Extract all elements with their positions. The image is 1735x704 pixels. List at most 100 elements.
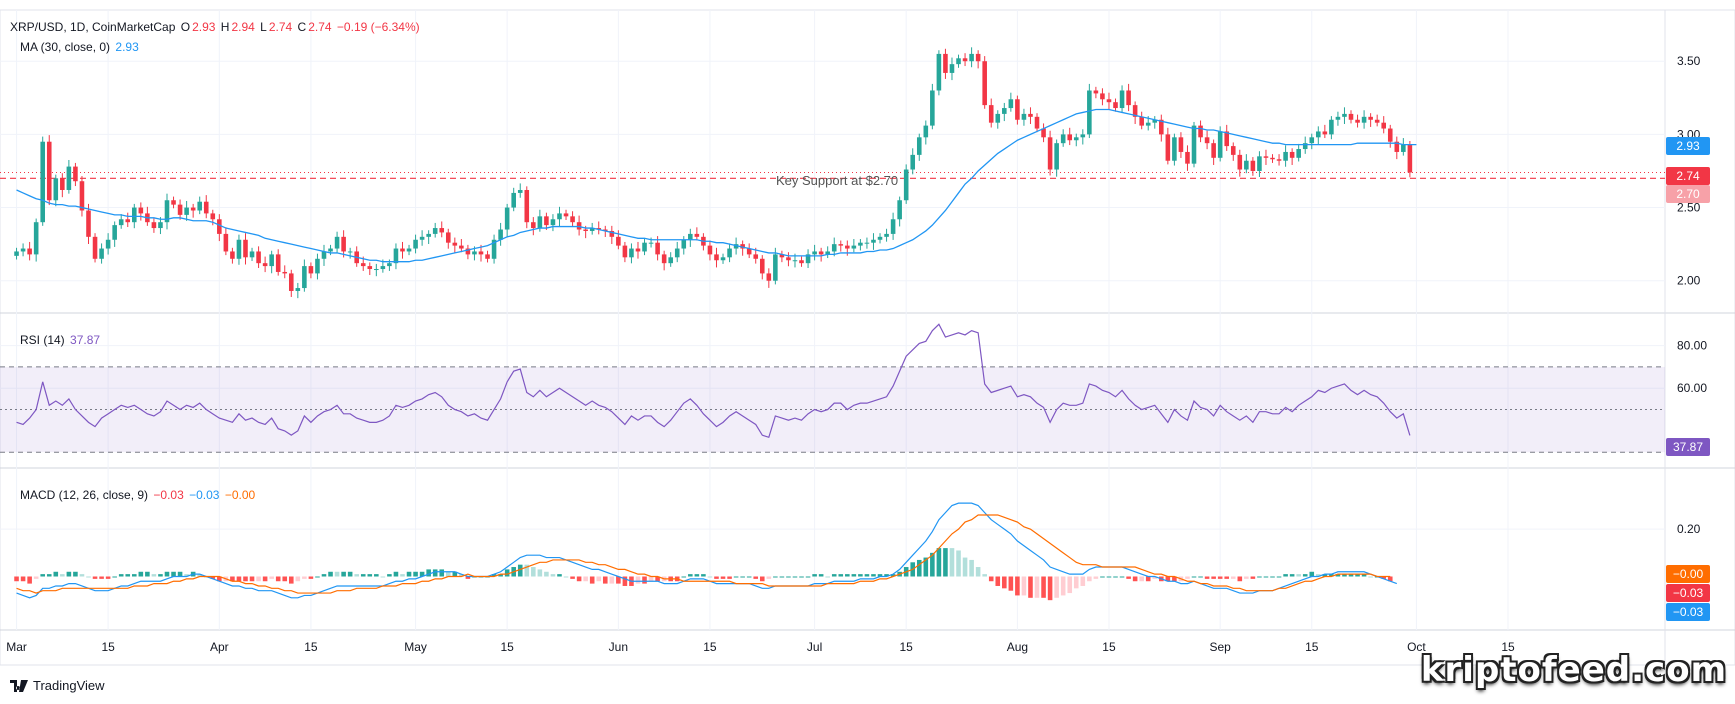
- candle-body: [720, 257, 726, 261]
- macd-histogram-bar: [217, 576, 222, 582]
- macd-histogram-bar: [145, 571, 150, 577]
- candle-body: [498, 229, 503, 240]
- macd-histogram-bar: [596, 576, 602, 582]
- tradingview-logo[interactable]: TradingView: [10, 678, 105, 693]
- candle-body: [236, 239, 242, 259]
- rsi-value: 37.87: [70, 333, 101, 347]
- macd-histogram-bar: [426, 569, 431, 577]
- candle-body: [459, 245, 464, 249]
- macd-histogram-bar: [295, 576, 301, 582]
- macd-histogram-bar: [740, 576, 745, 578]
- candle-body: [537, 216, 543, 229]
- candle-body: [949, 64, 955, 73]
- candle-body: [282, 271, 288, 274]
- macd-histogram-bar: [622, 576, 628, 586]
- candle-body: [1250, 160, 1256, 171]
- macd-histogram-bar: [1100, 576, 1105, 578]
- macd-histogram-bar: [1087, 576, 1092, 582]
- macd-histogram-bar: [1139, 576, 1144, 582]
- candle-body: [759, 258, 765, 274]
- macd-histogram-bar: [1002, 576, 1007, 589]
- candle-body: [288, 273, 294, 291]
- macd-histogram-bar: [753, 576, 759, 579]
- candle-body: [27, 248, 32, 255]
- macd-histogram-bar: [851, 574, 857, 577]
- macd-histogram-bar: [544, 571, 549, 577]
- candle-body: [184, 207, 189, 215]
- candle-body: [197, 201, 202, 211]
- macd-histogram-bar: [158, 574, 163, 577]
- x-tick-label: 15: [101, 640, 115, 654]
- macd-histogram-bar: [1263, 576, 1269, 578]
- macd-histogram-bar: [1198, 576, 1203, 578]
- macd-histogram-bar: [759, 576, 765, 582]
- macd-histogram-bar: [720, 576, 726, 579]
- macd-hist-value: −0.03: [153, 488, 184, 502]
- macd-histogram-bar: [1191, 576, 1197, 578]
- low-value: 2.74: [268, 20, 293, 34]
- candle-body: [1080, 134, 1086, 138]
- macd-line-tag: −0.03: [1666, 603, 1710, 621]
- macd-histogram-bar: [400, 574, 405, 577]
- macd-histogram-bar: [975, 567, 981, 577]
- x-tick-label: 15: [703, 640, 717, 654]
- candle-body: [1309, 137, 1315, 144]
- candle-body: [1106, 99, 1112, 103]
- macd-histogram-bar: [635, 576, 641, 584]
- candle-body: [609, 230, 615, 237]
- macd-histogram-bar: [341, 571, 346, 577]
- macd-histogram-bar: [177, 571, 183, 577]
- macd-histogram-bar: [531, 567, 536, 577]
- candle-body: [622, 245, 628, 258]
- candle-body: [177, 204, 183, 215]
- macd-histogram-bar: [315, 576, 320, 578]
- candle-body: [694, 233, 700, 237]
- candle-body: [648, 242, 654, 244]
- candle-body: [275, 254, 281, 272]
- candle-body: [524, 190, 530, 223]
- candle-body: [877, 236, 883, 240]
- candle-body: [674, 248, 680, 258]
- candle-body: [1087, 90, 1092, 135]
- macd-histogram-bar: [354, 574, 359, 577]
- candle-body: [1060, 134, 1066, 144]
- macd-histogram-bar: [792, 576, 798, 578]
- candle-body: [131, 207, 137, 223]
- macd-histogram-bar: [1034, 576, 1040, 598]
- macd-line: [16, 502, 1398, 599]
- x-tick-label: 15: [1102, 640, 1116, 654]
- macd-histogram-bar: [1047, 576, 1053, 601]
- candle-body: [596, 228, 602, 230]
- candle-body: [426, 233, 431, 237]
- last-price-tag: 2.74: [1666, 167, 1710, 185]
- candle-body: [302, 266, 307, 289]
- macd-histogram-bar: [40, 574, 45, 577]
- candle-body: [478, 251, 484, 255]
- macd-histogram-bar: [537, 569, 543, 577]
- rsi-tick-label: 60.00: [1677, 381, 1707, 395]
- macd-histogram-bar: [33, 576, 39, 579]
- macd-histogram-bar: [1021, 576, 1027, 596]
- candle-body: [1015, 99, 1020, 120]
- candle-body: [92, 236, 98, 259]
- candle-body: [825, 251, 830, 255]
- candle-body: [465, 248, 471, 255]
- macd-histogram-bar: [1165, 576, 1171, 582]
- macd-histogram-bar: [799, 576, 804, 578]
- candle-body: [792, 260, 798, 262]
- macd-histogram-bar: [864, 574, 870, 577]
- macd-histogram-bar: [79, 574, 85, 577]
- macd-histogram-bar: [818, 574, 824, 577]
- macd-histogram-bar: [1283, 574, 1288, 577]
- candle-body: [851, 245, 857, 249]
- macd-histogram-bar: [1028, 576, 1033, 598]
- candle-body: [884, 233, 889, 237]
- ma-label: MA (30, close, 0): [20, 40, 111, 54]
- macd-histogram-bar: [642, 576, 647, 584]
- macd-histogram-bar: [1250, 576, 1256, 579]
- candle-body: [387, 263, 392, 267]
- candle-body: [1185, 151, 1190, 164]
- candle-body: [1283, 151, 1288, 161]
